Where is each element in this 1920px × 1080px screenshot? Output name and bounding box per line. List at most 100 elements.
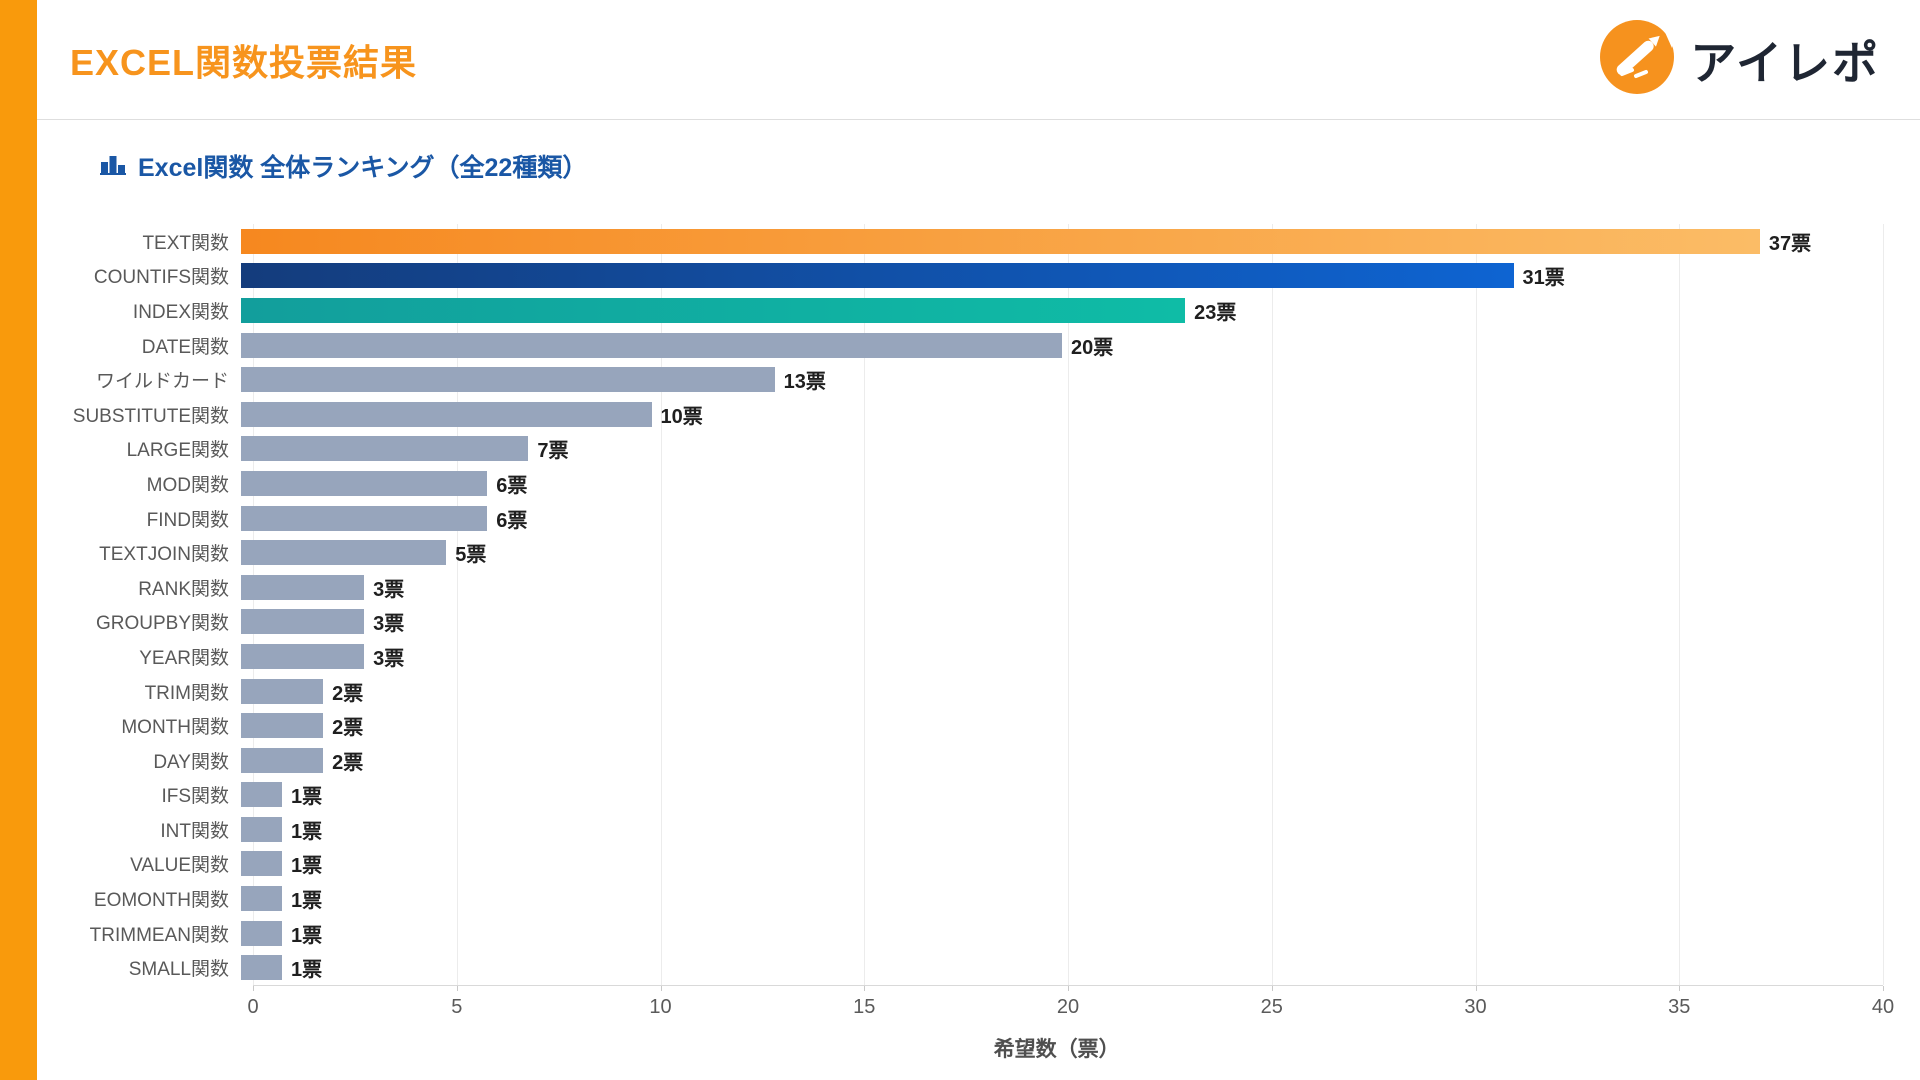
value-label: 37票: [1768, 232, 1812, 255]
bar: [241, 955, 283, 981]
value-label: 7票: [537, 440, 569, 463]
x-axis: 0 5 10 15 20 25 30 35 40: [37, 985, 1894, 1031]
category-label: VALUE関数: [130, 855, 229, 877]
category-label: DAY関数: [153, 751, 229, 773]
category-label: YEAR関数: [139, 647, 229, 669]
value-label: 23票: [1194, 301, 1237, 324]
value-label: 20票: [1071, 336, 1114, 359]
category-label: SUBSTITUTE関数: [72, 405, 229, 427]
bar: [241, 332, 1062, 358]
tick-mark: [1883, 986, 1884, 992]
value-label: 5票: [455, 544, 487, 567]
value-label: 2票: [332, 751, 364, 774]
bar-track: 6票: [241, 470, 1883, 497]
tick-mark: [1068, 986, 1069, 992]
value-label: 31票: [1522, 267, 1565, 290]
bar-track: 2票: [241, 747, 1883, 774]
brand-logo: アイレポ: [1598, 18, 1880, 101]
chart-row: ワイルドカード 13票: [37, 362, 1883, 397]
value-label: 2票: [332, 682, 364, 705]
tick-label: 0: [247, 996, 259, 1019]
bar: [241, 609, 365, 635]
tick-label: 35: [1668, 996, 1691, 1019]
chart-row: MONTH関数 2票: [37, 708, 1883, 743]
chart-row: MOD関数 6票: [37, 466, 1883, 501]
category-label: INT関数: [160, 820, 229, 842]
tick-mark: [660, 986, 662, 992]
bar: [241, 678, 324, 704]
tick-mark: [1475, 986, 1477, 992]
bar-track: 23票: [241, 297, 1883, 324]
value-label: 1票: [291, 786, 323, 809]
bar-track: 31票: [241, 263, 1883, 290]
chart-row: RANK関数 3票: [37, 570, 1883, 605]
bar-track: 10票: [241, 401, 1883, 428]
x-axis-title-row: 希望数（票）: [37, 1031, 1883, 1063]
value-label: 1票: [291, 924, 323, 947]
chart-rows: TEXT関数 37票 COUNTIFS関数 31票 INDEX関数 23票 DATE関数 20…: [37, 224, 1884, 986]
value-label: 3票: [373, 647, 405, 670]
bar-track: 13票: [241, 367, 1883, 393]
bar-track: 37票: [241, 228, 1883, 255]
bar-track: 7票: [241, 436, 1883, 463]
bar: [241, 470, 488, 496]
bar-track: 2票: [241, 678, 1883, 705]
gridline: [1883, 224, 1884, 986]
value-label: 1票: [291, 890, 323, 913]
category-label: IFS関数: [161, 786, 229, 808]
value-label: 6票: [496, 474, 528, 497]
section-header: Excel関数 全体ランキング（全22種類）: [100, 148, 587, 184]
chart-row: INDEX関数 23票: [37, 293, 1883, 328]
brand-logo-text: アイレポ: [1690, 36, 1880, 89]
chart-row: SUBSTITUTE関数 10票: [37, 397, 1883, 432]
bar-track: 1票: [241, 782, 1883, 809]
chart-row: COUNTIFS関数 31票: [37, 259, 1883, 294]
tick-label: 40: [1871, 996, 1895, 1019]
bar: [241, 401, 652, 427]
bar: [241, 713, 324, 739]
category-label: DATE関数: [141, 336, 229, 358]
bar-track: 20票: [241, 332, 1883, 359]
category-label: INDEX関数: [132, 301, 229, 323]
category-label: TEXTJOIN関数: [99, 544, 229, 566]
bar: [241, 851, 283, 877]
bar: [241, 816, 283, 842]
value-label: 3票: [373, 578, 405, 601]
bar: [241, 782, 283, 808]
bar: [241, 228, 1760, 254]
podium-ranking-icon: [100, 152, 126, 181]
bar-track: 2票: [241, 713, 1883, 740]
category-label: TEXT関数: [142, 232, 229, 254]
bar-track: 3票: [241, 574, 1883, 601]
chart-row: TRIM関数 2票: [37, 674, 1883, 709]
tick-mark: [1271, 986, 1273, 992]
chart-row: DATE関数 20票: [37, 328, 1883, 363]
tick-label: 5: [451, 996, 463, 1019]
chart-row: FIND関数 6票: [37, 501, 1883, 536]
page-title: EXCEL関数投票結果: [70, 41, 418, 83]
value-label: 2票: [332, 717, 364, 740]
bar-track: 1票: [241, 886, 1883, 913]
bar: [241, 540, 447, 566]
bar-track: 1票: [241, 920, 1883, 947]
value-label: 1票: [291, 959, 323, 982]
category-label: FIND関数: [146, 509, 229, 531]
chart-row: EOMONTH関数 1票: [37, 881, 1883, 916]
bar: [241, 367, 775, 393]
category-label: MOD関数: [146, 474, 229, 496]
chart-row: VALUE関数 1票: [37, 847, 1883, 882]
category-label: COUNTIFS関数: [93, 267, 229, 289]
bar: [241, 747, 324, 773]
chart-row: LARGE関数 7票: [37, 432, 1883, 467]
value-label: 3票: [373, 613, 405, 636]
bar: [241, 643, 365, 669]
category-label: LARGE関数: [126, 440, 229, 462]
bar-track: 1票: [241, 851, 1883, 877]
category-label: TRIMMEAN関数: [89, 924, 229, 946]
category-label: GROUPBY関数: [95, 613, 229, 635]
bar-track: 3票: [241, 643, 1883, 670]
tick-mark: [864, 986, 866, 992]
category-label: EOMONTH関数: [93, 890, 229, 912]
category-label: MONTH関数: [121, 717, 229, 739]
